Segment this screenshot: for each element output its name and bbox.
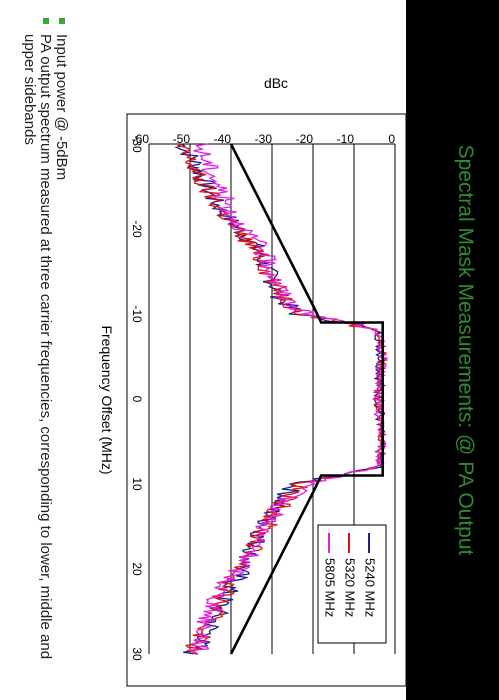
y-tick-label: -50 [173,132,191,146]
y-tick-label: 0 [388,132,395,146]
x-tick-label: 20 [130,562,144,576]
y-tick-label: -30 [255,132,273,146]
note-item: Input power @ -5dBm [53,18,70,688]
legend: 5240 MHz 5320 MHz 5805 MHz [317,524,387,644]
legend-label: 5320 MHz [343,558,358,617]
bullet-icon [59,18,65,24]
x-tick-label: -30 [130,135,144,153]
x-tick-label: 0 [130,396,144,403]
x-axis-title: Frequency Offset (MHz) [99,325,115,474]
spectral-mask [229,143,384,655]
note-item: PA output spectrum measured at three car… [21,18,54,688]
mask-line [229,143,384,655]
bullet-icon [43,18,49,24]
y-tick-label: -10 [337,132,355,146]
x-tick-label: -20 [130,220,144,238]
y-axis-title: dBc [264,75,288,91]
notes-list: Input power @ -5dBm PA output spectrum m… [21,18,70,688]
x-tick-label: 10 [130,477,144,491]
y-tick-label: -40 [214,132,232,146]
title-band [406,0,499,700]
y-tick-labels: 0 -10 -20 -30 -40 -50 -60 [132,132,396,146]
legend-label: 5805 MHz [323,558,338,617]
gridlines [148,143,396,654]
legend-label: 5240 MHz [363,558,378,617]
note-text: PA output spectrum measured at three car… [21,34,54,660]
y-tick-label: -20 [296,132,314,146]
x-tick-label: -10 [130,305,144,323]
x-tick-labels: -30 -20 -10 0 10 20 30 [130,135,144,661]
x-tick-label: 30 [130,647,144,661]
y-tick-label: -60 [132,132,150,146]
data-series [174,143,389,655]
legend-box [317,524,387,644]
series-line-5805-mhz [189,143,389,655]
note-text: Input power @ -5dBm [53,34,70,181]
